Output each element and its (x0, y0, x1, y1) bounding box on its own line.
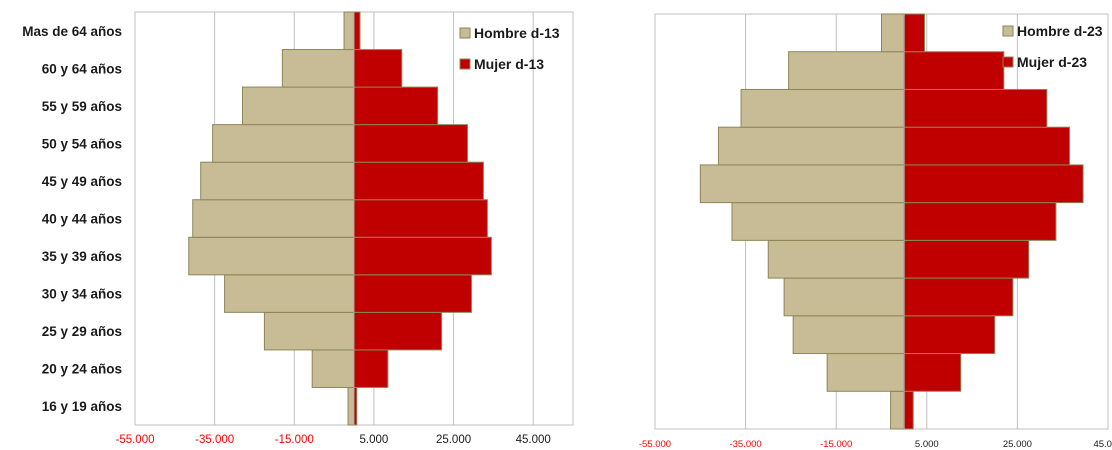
bar-hombre (717, 126, 905, 166)
bar-hombre (343, 11, 355, 51)
bar-mujer (353, 86, 439, 126)
category-label: 30 y 34 años (42, 287, 122, 302)
bar-mujer (903, 13, 926, 53)
bar-mujer (903, 315, 996, 355)
bar-hombre (347, 386, 355, 426)
x-tick-label: -35.000 (195, 434, 234, 446)
x-tick-label: -55.000 (115, 434, 154, 446)
category-label: 40 y 44 años (42, 212, 122, 227)
bar-hombre (881, 13, 905, 53)
x-tick-label: -15.000 (820, 439, 852, 450)
bar-mujer (353, 11, 361, 51)
category-label: 35 y 39 años (42, 249, 122, 264)
bar-mujer (903, 277, 1014, 317)
bar-hombre (311, 349, 355, 388)
category-label: 25 y 29 años (42, 324, 122, 339)
bar-hombre (212, 124, 355, 163)
bar-hombre (783, 277, 905, 317)
bar-hombre (224, 274, 355, 313)
x-tick-label: 5.000 (360, 434, 389, 446)
bar-mujer (353, 311, 443, 351)
legend-label: Mujer d-23 (1017, 54, 1087, 70)
bar-mujer (903, 202, 1057, 241)
x-tick-label: 45.000 (1093, 439, 1112, 450)
bar-hombre (767, 239, 905, 279)
bar-mujer (353, 124, 468, 163)
legend-swatch (459, 58, 471, 70)
category-label: 20 y 24 años (42, 362, 122, 377)
bar-hombre (740, 88, 905, 128)
bar-mujer (903, 126, 1070, 166)
chart-1: 16 y 19 años 20 y 24 años 25 y 29 años 30 y… (22, 11, 574, 446)
x-tick-label: 25.000 (436, 434, 471, 446)
bar-mujer (353, 349, 389, 388)
bar-hombre (192, 199, 355, 238)
legend-swatch (459, 27, 471, 39)
chart-2: -55.000 -35.000 -15.000 5.000 25.000 45.000 Ho… (639, 13, 1112, 450)
bar-hombre (792, 315, 905, 355)
bar-hombre (699, 164, 905, 204)
bar-hombre (890, 390, 905, 430)
x-tick-label: -35.000 (729, 439, 761, 450)
x-tick-label: 45.000 (516, 434, 551, 446)
bar-hombre (242, 86, 355, 126)
bar-mujer (353, 199, 488, 238)
bar-hombre (826, 353, 905, 392)
bar-hombre (281, 49, 355, 88)
bar-hombre (188, 236, 355, 276)
bar-mujer (903, 353, 962, 392)
legend-label: Hombre d-23 (1017, 23, 1103, 39)
bar-mujer (903, 51, 1005, 90)
bar-mujer (353, 49, 403, 88)
bar-mujer (353, 274, 472, 313)
category-label: 16 y 19 años (42, 399, 122, 414)
category-label: 55 y 59 años (42, 99, 122, 114)
bar-mujer (353, 236, 492, 276)
bar-hombre (200, 161, 355, 201)
legend-label: Hombre d-13 (474, 25, 560, 41)
bar-hombre (263, 311, 355, 351)
category-label: 45 y 49 años (42, 174, 122, 189)
bar-mujer (353, 161, 484, 201)
x-tick-label: 5.000 (915, 439, 939, 450)
bar-mujer (903, 164, 1084, 204)
bar-hombre (788, 51, 905, 90)
x-tick-label: -15.000 (275, 434, 314, 446)
x-tick-label: -55.000 (639, 439, 671, 450)
legend-label: Mujer d-13 (474, 56, 544, 72)
bar-hombre (731, 202, 905, 241)
bar-mujer (903, 239, 1030, 279)
bar-mujer (903, 88, 1048, 128)
category-label: 50 y 54 años (42, 136, 122, 151)
bar-mujer (903, 390, 914, 430)
legend-swatch (1002, 56, 1014, 68)
x-tick-label: 25.000 (1003, 439, 1032, 450)
legend-swatch (1002, 25, 1014, 37)
category-label: Mas de 64 años (22, 24, 122, 39)
category-label: 60 y 64 años (42, 61, 122, 76)
